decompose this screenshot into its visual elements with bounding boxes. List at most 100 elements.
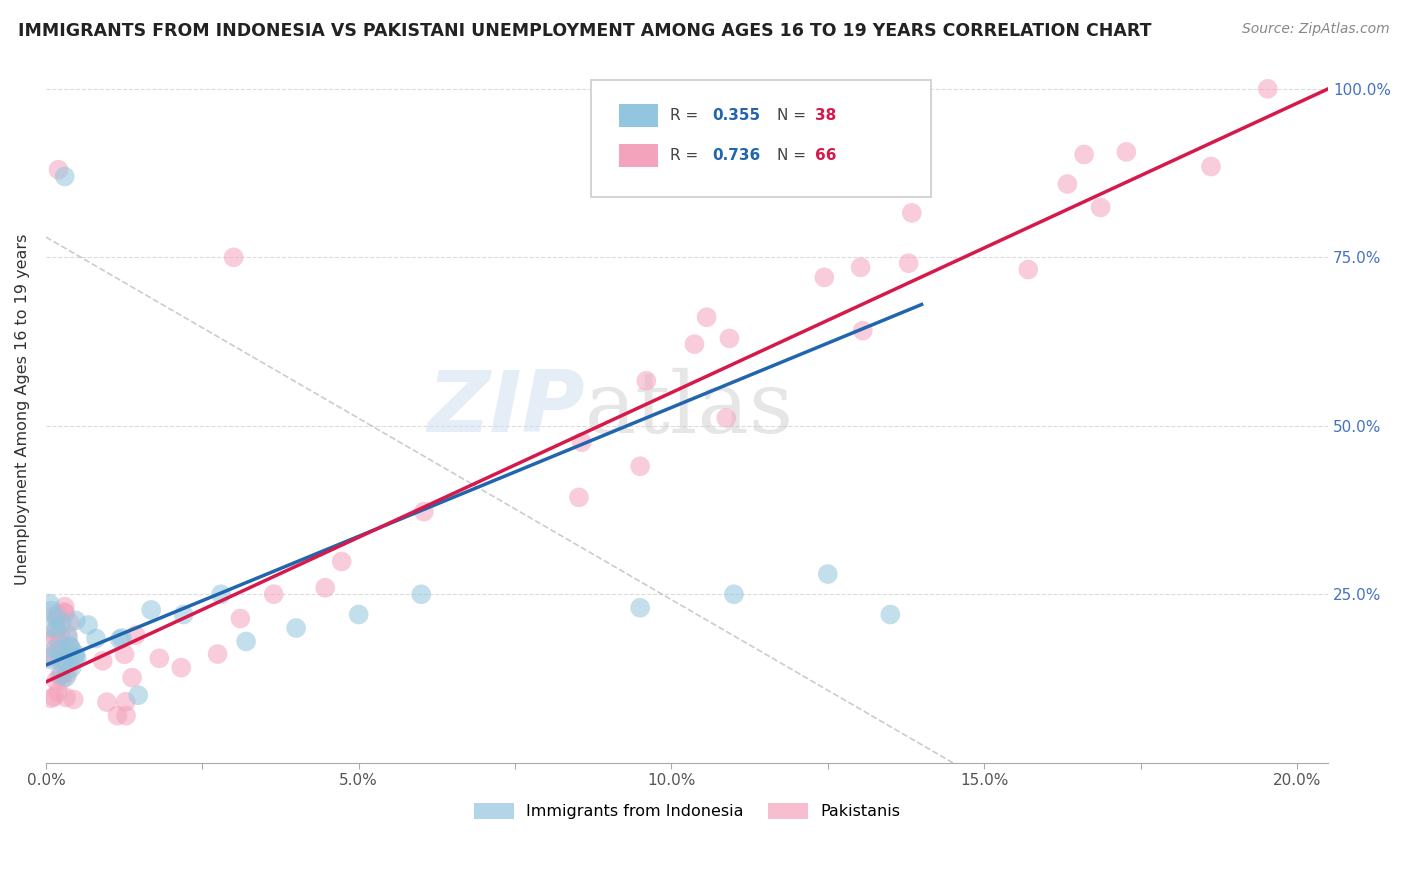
Immigrants from Indonesia	[723, 587, 745, 601]
Pakistanis	[44, 690, 66, 704]
Pakistanis	[45, 630, 67, 644]
Immigrants from Indonesia	[52, 657, 75, 671]
Pakistanis	[59, 615, 82, 630]
Immigrants from Indonesia	[58, 631, 80, 645]
Pakistanis	[124, 628, 146, 642]
Pakistanis	[91, 654, 114, 668]
Text: 38: 38	[815, 108, 837, 123]
Immigrants from Indonesia	[84, 632, 107, 646]
Pakistanis	[45, 674, 67, 689]
Pakistanis	[696, 310, 718, 325]
Immigrants from Indonesia	[58, 639, 80, 653]
Immigrants from Indonesia	[60, 641, 83, 656]
Pakistanis	[53, 605, 76, 619]
Text: 0.736: 0.736	[713, 148, 761, 163]
Immigrants from Indonesia	[817, 567, 839, 582]
Text: IMMIGRANTS FROM INDONESIA VS PAKISTANI UNEMPLOYMENT AMONG AGES 16 TO 19 YEARS CO: IMMIGRANTS FROM INDONESIA VS PAKISTANI U…	[18, 22, 1152, 40]
Y-axis label: Unemployment Among Ages 16 to 19 years: Unemployment Among Ages 16 to 19 years	[15, 234, 30, 584]
Pakistanis	[46, 685, 69, 699]
Pakistanis	[107, 708, 129, 723]
Immigrants from Indonesia	[45, 610, 67, 624]
Immigrants from Indonesia	[347, 607, 370, 622]
Immigrants from Indonesia	[39, 621, 62, 635]
Immigrants from Indonesia	[77, 618, 100, 632]
Immigrants from Indonesia	[628, 600, 651, 615]
Immigrants from Indonesia	[51, 615, 73, 630]
Immigrants from Indonesia	[39, 604, 62, 618]
Pakistanis	[852, 324, 875, 338]
Text: N =: N =	[776, 148, 811, 163]
Bar	[619, 104, 658, 127]
Pakistanis	[49, 630, 72, 644]
Immigrants from Indonesia	[209, 587, 232, 601]
Immigrants from Indonesia	[39, 653, 62, 667]
Pakistanis	[683, 337, 706, 351]
Text: R =: R =	[671, 148, 703, 163]
Pakistanis	[55, 690, 77, 705]
Immigrants from Indonesia	[60, 660, 83, 674]
Pakistanis	[1090, 201, 1112, 215]
Text: R =: R =	[671, 108, 703, 123]
Immigrants from Indonesia	[285, 621, 308, 635]
Pakistanis	[1199, 160, 1222, 174]
Pakistanis	[121, 671, 143, 685]
Pakistanis	[263, 587, 285, 601]
Immigrants from Indonesia	[111, 631, 134, 645]
Immigrants from Indonesia	[51, 667, 73, 681]
Immigrants from Indonesia	[52, 651, 75, 665]
Immigrants from Indonesia	[63, 651, 86, 665]
Pakistanis	[568, 491, 591, 505]
Pakistanis	[53, 599, 76, 614]
Pakistanis	[229, 611, 252, 625]
Pakistanis	[718, 331, 741, 345]
Pakistanis	[330, 554, 353, 568]
Pakistanis	[897, 256, 920, 270]
Pakistanis	[1073, 147, 1095, 161]
Immigrants from Indonesia	[65, 647, 87, 661]
Immigrants from Indonesia	[44, 642, 66, 657]
Immigrants from Indonesia	[55, 670, 77, 684]
Pakistanis	[96, 695, 118, 709]
Pakistanis	[45, 608, 67, 623]
Pakistanis	[571, 435, 593, 450]
Immigrants from Indonesia	[879, 607, 901, 622]
Pakistanis	[636, 374, 658, 388]
Immigrants from Indonesia	[53, 169, 76, 184]
Pakistanis	[1056, 177, 1078, 191]
Text: 66: 66	[815, 148, 837, 163]
Pakistanis	[48, 607, 70, 621]
Pakistanis	[207, 647, 229, 661]
Pakistanis	[170, 660, 193, 674]
Pakistanis	[114, 695, 136, 709]
Text: ZIP: ZIP	[427, 368, 585, 450]
Pakistanis	[222, 250, 245, 264]
Pakistanis	[59, 649, 82, 664]
Pakistanis	[45, 612, 67, 626]
Pakistanis	[53, 654, 76, 668]
Pakistanis	[114, 648, 136, 662]
Pakistanis	[39, 691, 62, 706]
Pakistanis	[716, 411, 738, 425]
Text: Source: ZipAtlas.com: Source: ZipAtlas.com	[1241, 22, 1389, 37]
Pakistanis	[53, 606, 76, 620]
Immigrants from Indonesia	[65, 614, 87, 628]
Pakistanis	[148, 651, 170, 665]
Immigrants from Indonesia	[127, 688, 149, 702]
Pakistanis	[48, 669, 70, 683]
Text: atlas: atlas	[585, 368, 793, 450]
Pakistanis	[1257, 82, 1279, 96]
Pakistanis	[56, 666, 79, 681]
Immigrants from Indonesia	[173, 607, 195, 622]
FancyBboxPatch shape	[591, 80, 931, 196]
Immigrants from Indonesia	[141, 603, 163, 617]
Pakistanis	[62, 692, 84, 706]
Pakistanis	[48, 635, 70, 649]
Pakistanis	[813, 270, 835, 285]
Pakistanis	[41, 648, 63, 663]
Pakistanis	[1017, 262, 1039, 277]
Immigrants from Indonesia	[49, 642, 72, 657]
Immigrants from Indonesia	[108, 632, 131, 647]
Immigrants from Indonesia	[38, 597, 60, 611]
Text: N =: N =	[776, 108, 811, 123]
Pakistanis	[41, 651, 63, 665]
